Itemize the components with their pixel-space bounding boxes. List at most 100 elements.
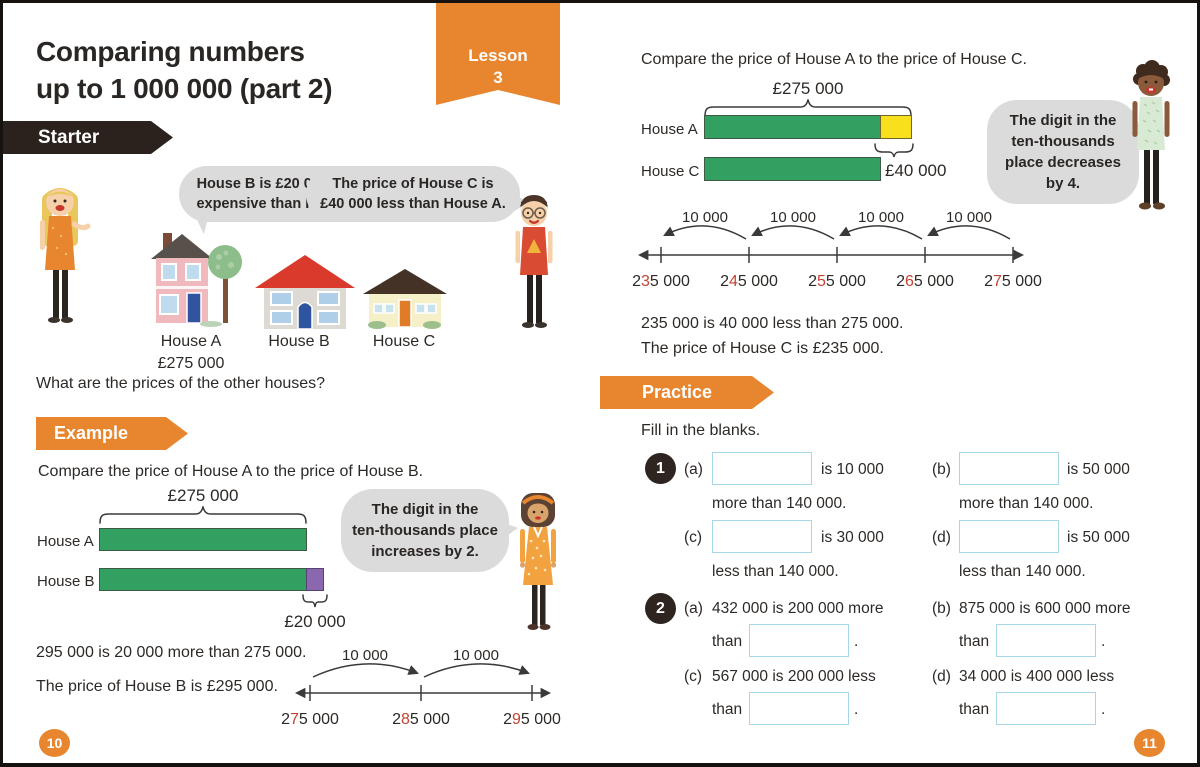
bar-total-label: £275 000 [772,79,844,98]
q1c-line2: less than 140 000. [712,563,839,580]
q2c-period: . [854,701,859,718]
page-title: Comparing numbers up to 1 000 000 (part … [36,36,333,104]
lesson-number: 3 [493,68,503,87]
q1c-after: is 30 000 [821,529,884,546]
question-1-number: 1 [645,453,676,484]
jump-label: 10 000 [858,209,904,226]
page-number-right: 11 [1134,729,1165,757]
character-girl-blonde [40,188,91,323]
q2c-letter: (c) [684,668,703,685]
q1a-letter: (a) [684,461,703,478]
character-boy-curly [1132,60,1170,210]
lesson-ribbon: Lesson 3 [436,3,560,105]
statement: The price of House B is £295 000. [36,678,278,695]
q2b-line1: 875 000 is 600 000 more [959,600,1131,617]
brace-top [704,99,912,117]
example2-instruction: Compare the price of House A to the pric… [641,51,1027,68]
character-girl-bob [519,493,557,630]
tick-label: 285 000 [392,711,450,728]
jump-label: 10 000 [342,647,388,664]
q1b-letter: (b) [932,461,951,478]
bar-row-label: House C [641,163,700,180]
bar-house-a [99,528,307,551]
jump-label: 10 000 [946,209,992,226]
q2c-than: than [712,701,743,718]
bar-house-a-extra [880,115,912,139]
q1a-after: is 10 000 [821,461,884,478]
number-line-increase: 10 000 10 000 275 000 285 000 295 000 [281,643,561,738]
q1c-answer-box[interactable] [712,520,812,553]
bar-diff-label: £40 000 [885,161,947,180]
brace-top [99,506,307,524]
q1c-letter: (c) [684,529,703,546]
number-line-svg [637,225,1025,263]
q2a-letter: (a) [684,600,703,617]
house-b-label: House B [268,333,330,350]
bar-row-label: House B [37,573,95,590]
house-a-price: £275 000 [157,355,225,372]
jump-label: 10 000 [770,209,816,226]
bar-house-b-extra [306,568,324,591]
q2a-line1: 432 000 is 200 000 more [712,600,884,617]
example-instruction: Compare the price of House A to the pric… [38,463,424,480]
example-banner: Example [36,417,188,450]
bar-diff-label: £20 000 [284,612,346,631]
number-line-svg [294,663,552,701]
tick-label: 295 000 [503,711,561,728]
bar-house-b-green [99,568,307,591]
tick-label: 275 000 [281,711,339,728]
q2b-letter: (b) [932,600,951,617]
statement: The price of House C is £235 000. [641,340,884,357]
jump-label: 10 000 [453,647,499,664]
q1b-line2: more than 140 000. [959,495,1094,512]
q2d-than: than [959,701,990,718]
character-boy-glasses [515,195,553,328]
house-c-label: House C [372,333,436,350]
q2b-answer-box[interactable] [996,624,1096,657]
q1d-answer-box[interactable] [959,520,1059,553]
q1a-answer-box[interactable] [712,452,812,485]
q2d-period: . [1101,701,1106,718]
q1b-answer-box[interactable] [959,452,1059,485]
jump-label: 10 000 [682,209,728,226]
q2b-period: . [1101,633,1106,650]
bar-house-a-green [704,115,881,139]
speech-bubble-increases: The digit in the ten-thousands place inc… [341,489,518,572]
q1b-after: is 50 000 [1067,461,1130,478]
q2d-answer-box[interactable] [996,692,1096,725]
tick-label: 245 000 [720,273,778,290]
bubble-tail [504,523,518,538]
statement: 295 000 is 20 000 more than 275 000. [36,644,307,661]
house-a-illustration [151,233,242,327]
speech-bubble-decreases: The digit in the ten-thousands place dec… [987,100,1148,204]
tick-label: 265 000 [896,273,954,290]
bar-row-label: House A [37,533,94,550]
q2d-letter: (d) [932,668,951,685]
q2a-answer-box[interactable] [749,624,849,657]
tick-label: 235 000 [632,273,690,290]
practice-instruction: Fill in the blanks. [641,422,761,439]
house-c-illustration [363,269,447,329]
bar-house-c [704,157,881,181]
brace-bottom-small [302,594,328,608]
q1d-after: is 50 000 [1067,529,1130,546]
bar-row-label: House A [641,121,698,138]
lesson-label: Lesson [468,46,528,65]
q1d-letter: (d) [932,529,951,546]
starter-banner: Starter [3,121,173,154]
q1a-line2: more than 140 000. [712,495,847,512]
house-b-illustration [255,255,355,330]
q2a-than: than [712,633,743,650]
q2c-answer-box[interactable] [749,692,849,725]
tick-label: 255 000 [808,273,866,290]
q2b-than: than [959,633,990,650]
q2a-period: . [854,633,859,650]
bar-total-label: £275 000 [167,486,239,505]
brace-bottom-small [874,143,914,158]
house-a-label: House A [160,333,222,350]
practice-banner: Practice [600,376,774,409]
tick-label: 275 000 [984,273,1042,290]
starter-question: What are the prices of the other houses? [36,375,326,392]
number-line-decrease: 10 000 10 000 10 000 10 000 235 000 245 … [631,205,1042,300]
